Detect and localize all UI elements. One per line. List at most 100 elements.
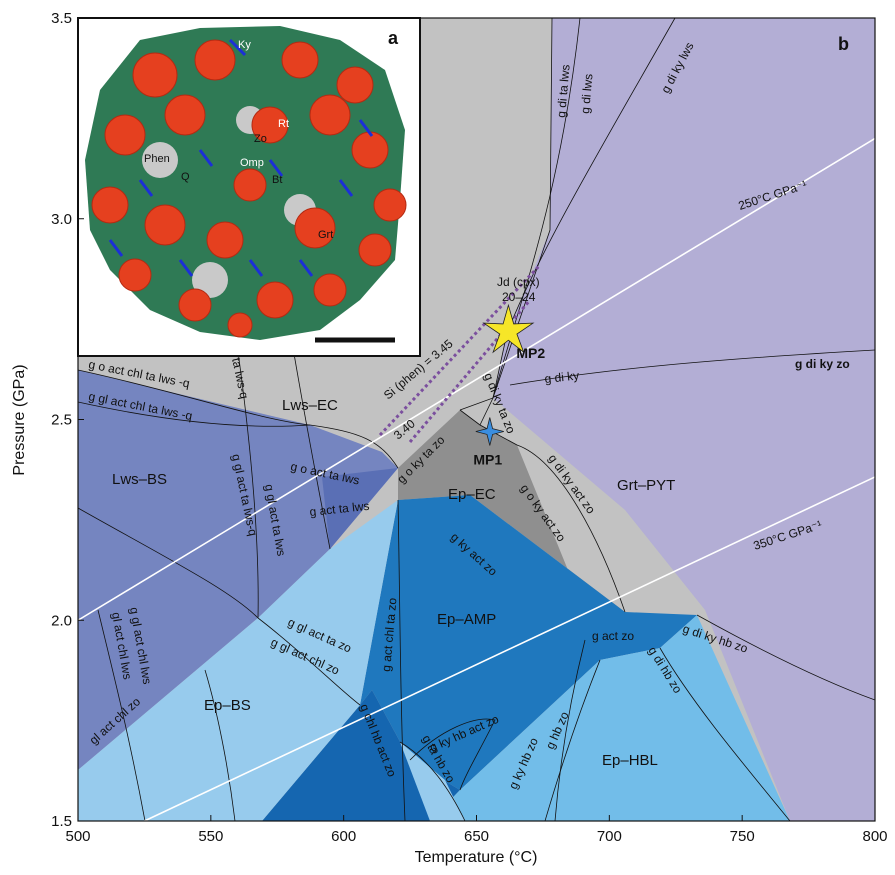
point-marker-mp2 — [482, 303, 535, 354]
garnet-grain — [373, 188, 407, 222]
mineral-label: Phen — [144, 153, 170, 165]
mineral-label: Zo — [254, 133, 267, 145]
reaction-line — [289, 329, 331, 550]
reaction-line — [409, 718, 496, 791]
x-tick-label: 500 — [65, 828, 90, 845]
reaction-line — [399, 741, 466, 822]
field-ep-hbl — [430, 615, 790, 821]
reaction-line — [492, 17, 581, 399]
field-grt-pyt — [493, 18, 875, 821]
panel-label-b: b — [838, 34, 849, 54]
reaction-line — [77, 401, 311, 427]
label-ep-ec: Ep–EC — [448, 486, 496, 503]
reaction-line — [696, 614, 876, 701]
panel-label-a: a — [388, 28, 399, 48]
mineral-label: Q — [181, 171, 190, 183]
y-tick-label: 3.5 — [51, 10, 72, 27]
reaction-line — [234, 329, 259, 619]
garnet-grain — [294, 207, 336, 249]
assemblage-label: g act ta lws — [309, 499, 370, 519]
reaction-line — [544, 659, 601, 822]
label-ep-amp: Ep–AMP — [437, 611, 496, 628]
field-ep-ec — [398, 410, 625, 612]
garnet-grain — [309, 94, 351, 136]
reaction-line — [516, 444, 626, 613]
field-dark-strip — [322, 468, 398, 549]
garnet-grain — [118, 258, 152, 292]
x-tick-label: 700 — [597, 828, 622, 845]
reaction-line — [397, 499, 406, 822]
label-lws-ec: Lws–EC — [282, 397, 338, 414]
field-ta-hb-zo — [400, 742, 465, 821]
garnet-grain — [281, 41, 319, 79]
inset-garnets — [91, 39, 407, 338]
x-tick-label: 600 — [331, 828, 356, 845]
garnet-grain — [104, 114, 146, 156]
field-lws-bs — [78, 370, 398, 770]
assemblage-label: g act zo — [592, 629, 634, 643]
jd-range-annotation: 20–24 — [502, 290, 536, 304]
si-phen-isopleths — [378, 263, 542, 443]
garnet-grain — [227, 312, 253, 338]
field-ep-bs — [78, 500, 398, 821]
label-ep-hbl: Ep–HBL — [602, 752, 658, 769]
y-tick-label: 2.0 — [51, 612, 72, 629]
garnet-grain — [358, 233, 392, 267]
reaction-line — [77, 369, 399, 469]
label-grt-pyt: Grt–PYT — [617, 477, 675, 494]
kyanite-grain — [248, 259, 264, 277]
inset-panel: Ky Rt Zo Phen Omp Q Bt Grt a — [77, 17, 421, 357]
geothermal-gradient-line — [144, 476, 876, 822]
x-tick-label: 800 — [862, 828, 887, 845]
point-marker-mp1 — [475, 417, 504, 446]
garnet-grain — [91, 186, 129, 224]
reaction-line — [554, 639, 586, 822]
reaction-line — [479, 397, 494, 426]
mineral-label: Ky — [238, 39, 251, 51]
garnet-grain — [164, 94, 206, 136]
jd-annotation: Jd (cpx) — [497, 275, 540, 289]
y-tick-label: 3.0 — [51, 211, 72, 228]
si-phen-345-line — [378, 263, 542, 437]
kyanite-grain — [358, 119, 374, 137]
x-axis-label: Temperature (°C) — [415, 849, 538, 866]
garnet-grain — [313, 273, 347, 307]
y-tick-label: 1.5 — [51, 813, 72, 830]
garnet-grain — [132, 52, 178, 98]
kyanite-grain — [338, 179, 354, 197]
garnet-grain — [144, 204, 186, 246]
y-tick-label: 2.5 — [51, 412, 72, 429]
kyanite-grain — [268, 159, 284, 177]
si-phen-340-line — [408, 299, 532, 443]
mineral-label: Bt — [272, 174, 282, 186]
kyanite-grain — [298, 259, 314, 277]
kyanite-grain — [178, 259, 194, 277]
label-ep-bs: Ep–BS — [204, 697, 251, 714]
reaction-line — [204, 669, 236, 822]
label-lws-bs: Lws–BS — [112, 471, 167, 488]
garnet-grain — [206, 221, 244, 259]
geothermal-gradients — [77, 137, 876, 822]
mineral-label: Rt — [278, 118, 289, 130]
kyanite-grain — [138, 179, 154, 197]
garnet-grain — [233, 168, 267, 202]
garnet-grain — [351, 131, 389, 169]
reaction-lines — [77, 17, 876, 822]
phase-fields — [78, 18, 875, 821]
kyanite-grain — [228, 38, 247, 57]
reaction-line — [509, 349, 876, 386]
x-tick-label: 750 — [730, 828, 755, 845]
y-axis-label: Pressure (GPa) — [11, 364, 28, 475]
mineral-label: Omp — [240, 157, 264, 169]
inset-kyanite — [108, 38, 374, 277]
field-labels: Lws–EC Lws–BS Ep–EC Grt–PYT Ep–AMP Ep–BS… — [112, 397, 675, 769]
garnet-grain — [336, 66, 374, 104]
garnet-grain — [251, 106, 289, 144]
mineral-label: Grt — [318, 229, 333, 241]
assemblage-label: g di lws — [578, 73, 595, 114]
kyanite-grain — [108, 239, 124, 257]
axis-ticks: 500 550 600 650 700 750 800 1.5 2.0 2.5 3.0 3.5 — [51, 10, 887, 845]
field-chl-hb-act-zo — [262, 690, 460, 821]
point-label-mp1: MP1 — [473, 452, 502, 468]
